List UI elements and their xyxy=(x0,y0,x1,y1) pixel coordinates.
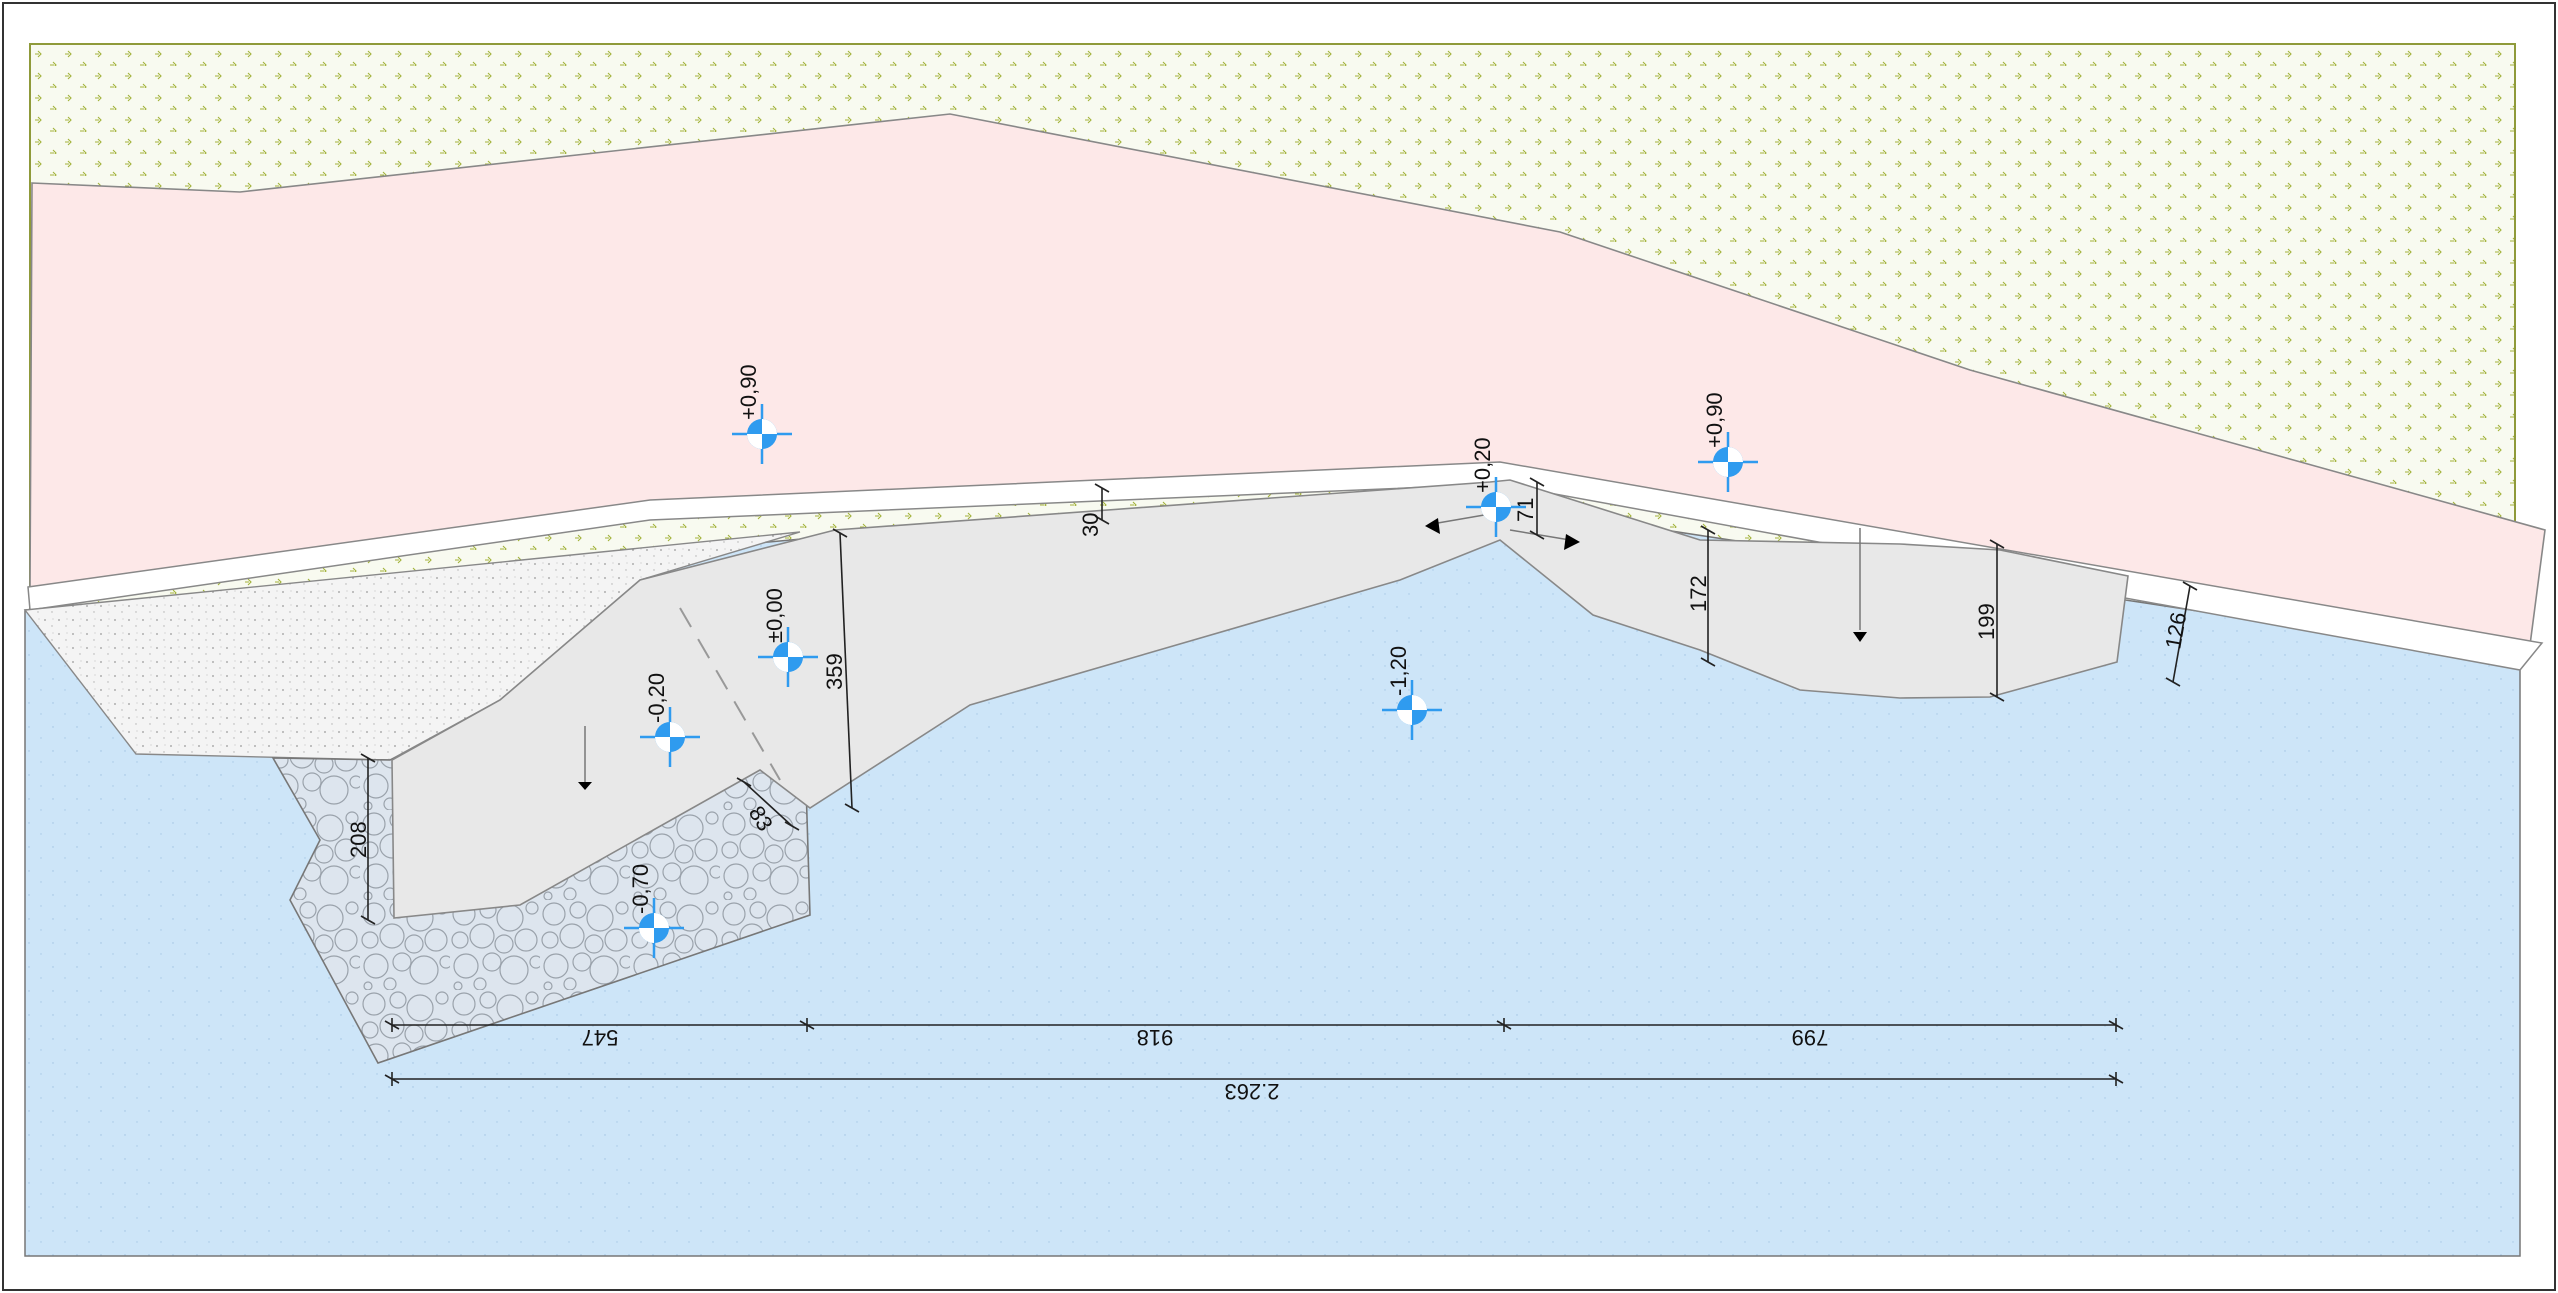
dimension-depth-mid: 172 xyxy=(1686,525,1716,667)
slope-arrow-icon xyxy=(1853,528,1867,642)
total-length-label: 2.263 xyxy=(1224,1079,1279,1104)
level-markers: +0,90 +0,90 +0,20 ±0,00 -0,20 -1,20 -0,70 xyxy=(624,364,1758,958)
dimension-depth-right: 199 xyxy=(1974,539,2005,702)
depth-left-label: 359 xyxy=(822,653,847,690)
depth-mid-label: 172 xyxy=(1686,575,1711,612)
level-label: +0,90 xyxy=(1702,392,1727,448)
slope-arrow-icon xyxy=(578,726,592,790)
dimension-chain: 547 918 799 xyxy=(384,1018,2124,1050)
dimension-wall: 30 xyxy=(1078,483,1110,537)
level-label: -0,70 xyxy=(628,864,653,914)
level-label: -1,20 xyxy=(1386,646,1411,696)
slope-arrow-icon xyxy=(1509,529,1580,550)
segment-1-label: 547 xyxy=(582,1025,619,1050)
level-marker-icon: +0,90 xyxy=(1698,392,1758,492)
level-marker-icon: +0,20 xyxy=(1466,437,1526,537)
depth-right-label: 199 xyxy=(1974,603,1999,640)
level-marker-icon: -0,20 xyxy=(640,673,700,767)
slope-arrow-icon xyxy=(1425,513,1491,534)
level-marker-icon: -1,20 xyxy=(1382,646,1442,740)
segment-2-label: 918 xyxy=(1137,1025,1174,1050)
level-label: ±0,00 xyxy=(762,588,787,643)
depth-pit-label: 208 xyxy=(346,821,371,858)
dimension-total: 2.263 xyxy=(384,1072,2124,1104)
level-marker-icon: ±0,00 xyxy=(758,588,818,687)
dimension-depth-pit: 208 xyxy=(346,753,376,925)
wall-thickness-label: 30 xyxy=(1078,513,1103,537)
curb-band xyxy=(27,461,2544,671)
dashed-boundary xyxy=(679,607,781,781)
dimension-depth-left: 359 xyxy=(822,528,860,813)
level-marker-icon: +0,90 xyxy=(732,364,792,464)
level-marker-icon: -0,70 xyxy=(624,864,684,958)
level-label: +0,90 xyxy=(736,364,761,420)
paved-zone xyxy=(391,479,2129,919)
segment-3-label: 799 xyxy=(1792,1025,1829,1050)
dimension-step: 71 xyxy=(1513,477,1545,540)
level-label: +0,20 xyxy=(1470,437,1495,493)
level-label: -0,20 xyxy=(644,673,669,723)
step-height-label: 71 xyxy=(1513,498,1538,522)
